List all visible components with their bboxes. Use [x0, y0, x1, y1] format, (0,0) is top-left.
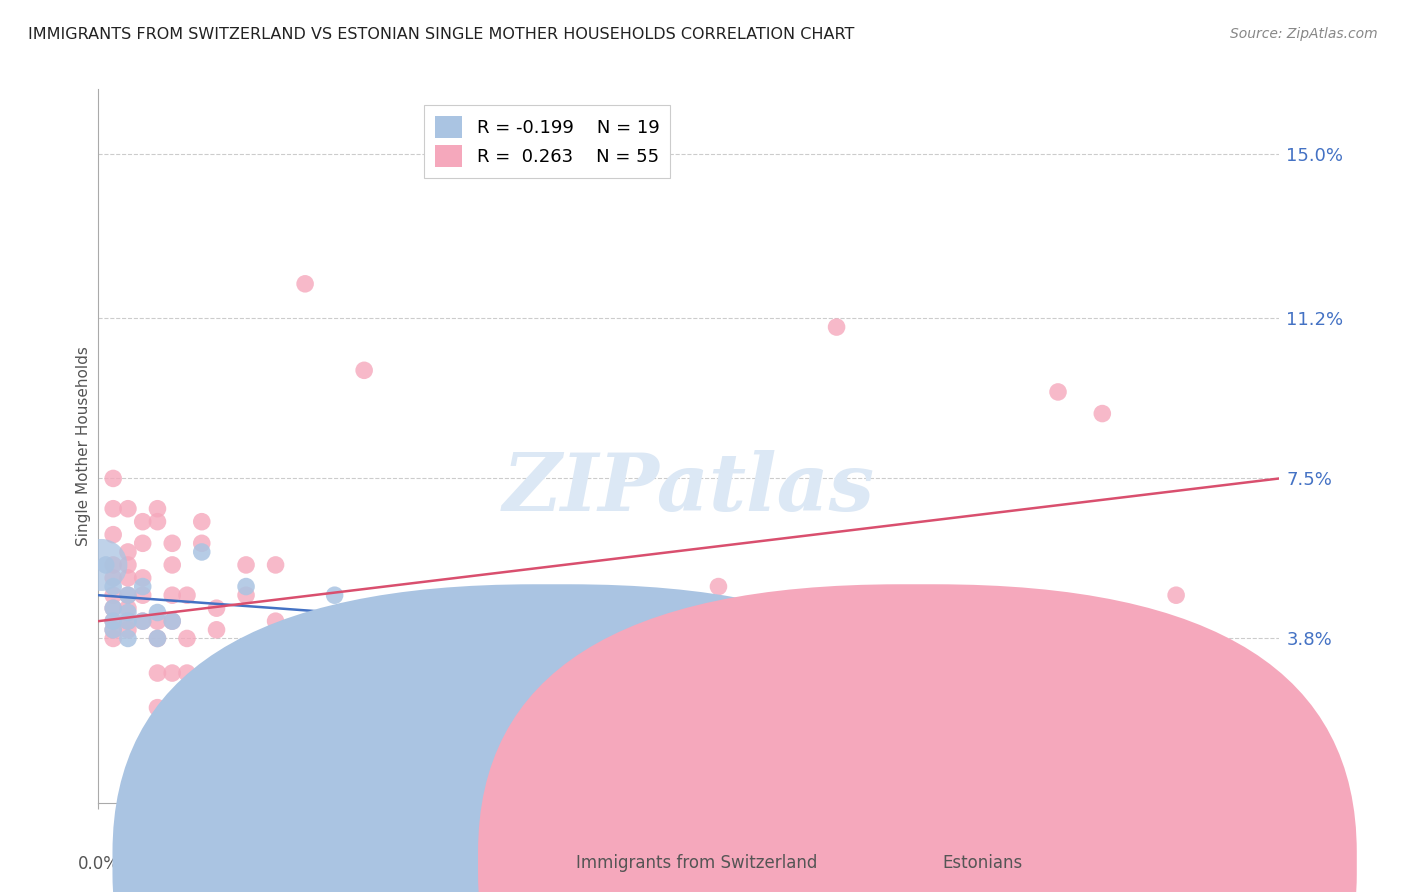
Point: [117, 623, 139, 637]
Text: Estonians: Estonians: [942, 854, 1022, 871]
Point: [103, 601, 125, 615]
Point: [162, 666, 183, 681]
Legend: R = -0.199    N = 19, R =  0.263    N = 55: R = -0.199 N = 19, R = 0.263 N = 55: [425, 105, 671, 178]
Point: [117, 606, 139, 620]
Point: [103, 580, 125, 594]
Y-axis label: Single Mother Households: Single Mother Households: [76, 346, 91, 546]
Point: [456, 666, 478, 681]
Point: [162, 614, 183, 628]
Point: [353, 363, 375, 377]
Point: [103, 623, 125, 637]
Point: [191, 536, 214, 550]
Point: [825, 320, 848, 334]
Point: [146, 606, 169, 620]
Point: [191, 515, 214, 529]
Text: IMMIGRANTS FROM SWITZERLAND VS ESTONIAN SINGLE MOTHER HOUSEHOLDS CORRELATION CHA: IMMIGRANTS FROM SWITZERLAND VS ESTONIAN …: [28, 27, 855, 42]
Point: [146, 515, 169, 529]
Point: [117, 632, 139, 646]
Text: 0.0%: 0.0%: [77, 855, 120, 872]
Point: [456, 674, 478, 689]
Point: [176, 588, 198, 602]
Point: [146, 614, 169, 628]
Point: [382, 614, 405, 628]
Point: [117, 588, 139, 602]
Point: [294, 277, 316, 291]
Point: [205, 623, 228, 637]
Point: [103, 501, 125, 516]
Point: [103, 471, 125, 485]
Point: [235, 588, 257, 602]
Point: [162, 558, 183, 572]
Point: [235, 558, 257, 572]
Point: [162, 588, 183, 602]
Point: [132, 580, 155, 594]
Point: [146, 666, 169, 681]
Point: [117, 601, 139, 615]
Point: [1046, 384, 1069, 399]
Text: ZIPatlas: ZIPatlas: [503, 450, 875, 527]
Text: Source: ZipAtlas.com: Source: ZipAtlas.com: [1230, 27, 1378, 41]
Point: [162, 614, 183, 628]
Point: [103, 588, 125, 602]
Point: [103, 614, 125, 628]
Point: [205, 601, 228, 615]
Point: [103, 571, 125, 585]
Point: [162, 536, 183, 550]
Point: [146, 632, 169, 646]
Point: [132, 515, 155, 529]
Point: [176, 632, 198, 646]
Point: [117, 588, 139, 602]
Point: [176, 666, 198, 681]
Point: [132, 536, 155, 550]
Point: [132, 614, 155, 628]
Point: [707, 580, 730, 594]
Point: [103, 601, 125, 615]
Point: [678, 674, 700, 689]
Point: [146, 501, 169, 516]
Point: [94, 558, 117, 572]
Point: [132, 614, 155, 628]
Point: [191, 545, 214, 559]
Point: [117, 614, 139, 628]
Text: Immigrants from Switzerland: Immigrants from Switzerland: [576, 854, 818, 871]
Point: [574, 614, 596, 628]
Point: [103, 623, 125, 637]
Point: [132, 588, 155, 602]
Point: [264, 614, 287, 628]
Point: [132, 571, 155, 585]
Point: [117, 571, 139, 585]
Point: [146, 700, 169, 714]
Point: [103, 632, 125, 646]
Point: [117, 614, 139, 628]
Point: [117, 501, 139, 516]
Point: [103, 558, 125, 572]
Point: [1164, 588, 1187, 602]
Point: [117, 558, 139, 572]
Text: 8.0%: 8.0%: [1258, 855, 1301, 872]
Point: [1091, 407, 1114, 421]
Point: [235, 580, 257, 594]
Point: [103, 527, 125, 541]
Point: [90, 558, 112, 572]
Point: [117, 545, 139, 559]
Point: [146, 632, 169, 646]
Point: [264, 558, 287, 572]
Point: [323, 588, 346, 602]
Point: [103, 614, 125, 628]
